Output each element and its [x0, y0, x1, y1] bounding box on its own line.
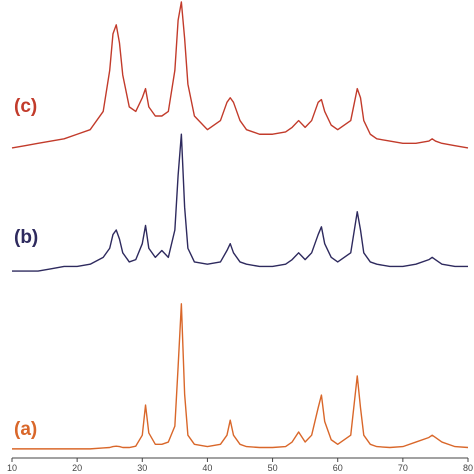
series-label: (a) [14, 419, 37, 440]
series-label: (c) [14, 96, 37, 117]
xrd-pattern [12, 303, 469, 450]
x-tick-label: 70 [398, 463, 408, 473]
series-label: (b) [14, 227, 38, 248]
x-tick-label: 50 [268, 463, 278, 473]
x-tick-label: 40 [202, 463, 212, 473]
x-tick-label: 20 [72, 463, 82, 473]
xrd-pattern [11, 1, 469, 149]
x-tick-label: 30 [137, 463, 147, 473]
x-tick-label: 10 [7, 463, 17, 473]
x-tick-label: 80 [463, 463, 473, 473]
x-tick-label: 60 [333, 463, 343, 473]
xrd-pattern [12, 133, 468, 272]
